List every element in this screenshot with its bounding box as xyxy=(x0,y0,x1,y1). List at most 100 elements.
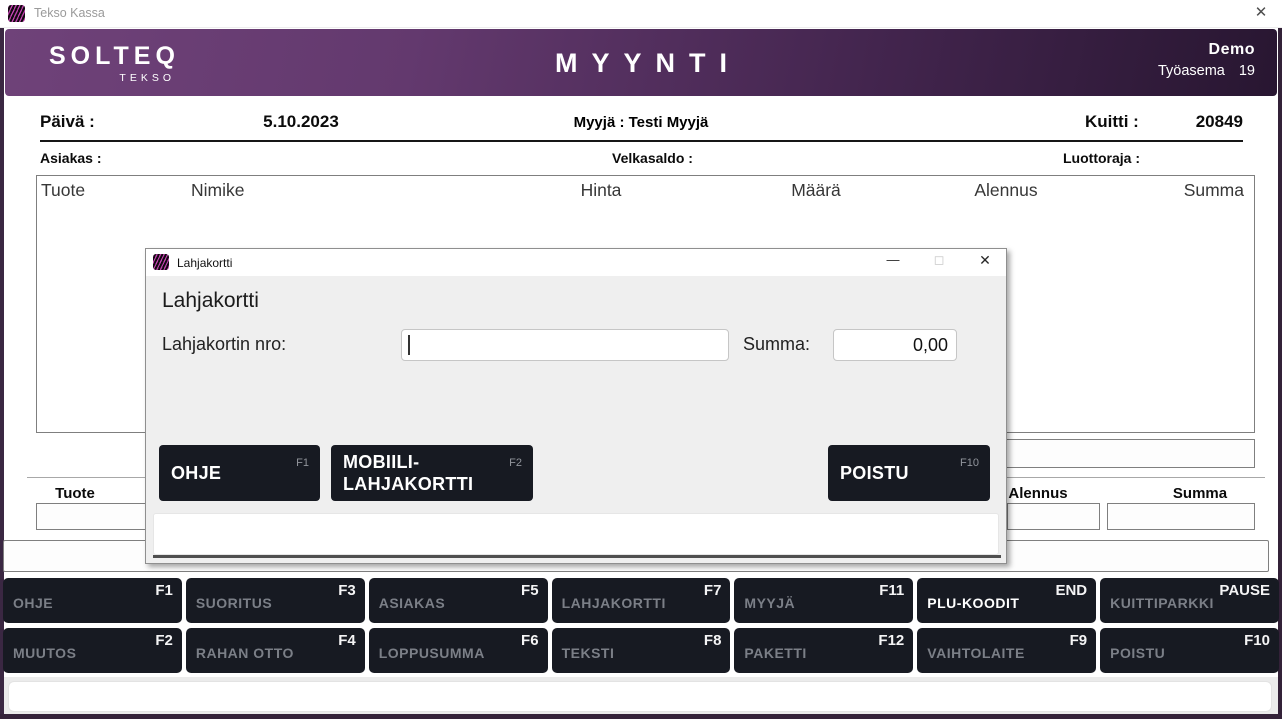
fn-button-teksti[interactable]: TEKSTI F8 xyxy=(551,628,731,673)
fn-button-label: PAKETTI xyxy=(744,644,807,661)
sum-input[interactable]: 0,00 xyxy=(833,329,957,361)
dialog-button-label: OHJE xyxy=(171,462,222,483)
dialog-status-bar xyxy=(153,513,999,555)
fn-button-vaihtolaite[interactable]: VAIHTOLAITE F9 xyxy=(917,628,1097,673)
window-border-left xyxy=(0,27,4,719)
workstation-label: Työasema xyxy=(1157,63,1225,79)
window-title: Tekso Kassa xyxy=(34,6,105,20)
fn-button-key: F2 xyxy=(155,632,173,649)
fn-button-loppusumma[interactable]: LOPPUSUMMA F6 xyxy=(368,628,548,673)
fn-button-poistu[interactable]: POISTU F10 xyxy=(1100,628,1279,673)
window-close-button[interactable]: ✕ xyxy=(1254,4,1268,21)
seller-info: Myyjä : Testi Myyjä xyxy=(0,114,1282,131)
customer-label: Asiakas : xyxy=(40,150,102,166)
app-header: SOLTEQ TEKSO MYYNTI Demo Työasema 19 xyxy=(5,29,1277,96)
fn-button-key: F8 xyxy=(703,632,722,649)
dialog-button-label: POISTU xyxy=(840,462,909,483)
entry-product-label: Tuote xyxy=(55,485,95,502)
fn-button-key: F4 xyxy=(338,632,356,649)
column-header-quantity: Määrä xyxy=(791,180,841,200)
fn-button-key: F9 xyxy=(1069,632,1088,649)
dialog-button-key: F1 xyxy=(296,457,309,469)
workstation-value: 19 xyxy=(1238,63,1255,79)
window-titlebar[interactable]: Tekso Kassa ✕ xyxy=(0,0,1282,28)
fn-button-paketti[interactable]: PAKETTI F12 xyxy=(734,628,914,673)
environment-info: Demo Työasema 19 xyxy=(1158,41,1255,79)
fn-button-label: ASIAKAS xyxy=(378,594,446,611)
fn-button-key: END xyxy=(1055,582,1088,599)
fn-button-key: PAUSE xyxy=(1219,582,1270,599)
workstation-info: Työasema 19 xyxy=(1158,63,1255,79)
page-title: MYYNTI xyxy=(554,48,741,78)
fn-button-label: LAHJAKORTTI xyxy=(561,594,666,611)
divider-line xyxy=(40,140,1243,142)
dialog-exit-button[interactable]: POISTU F10 xyxy=(828,445,990,501)
fn-button-key: F12 xyxy=(878,632,905,649)
fn-button-plu-koodit[interactable]: PLU-KOODIT END xyxy=(917,578,1097,623)
card-number-label: Lahjakortin nro: xyxy=(162,334,287,354)
dialog-maximize-button[interactable]: ◻ xyxy=(933,252,945,267)
logo-secondary-text: TEKSO xyxy=(119,72,175,84)
fn-button-label: SUORITUS xyxy=(195,594,273,611)
fn-button-label: VAIHTOLAITE xyxy=(927,644,1025,661)
dialog-close-button[interactable]: ✕ xyxy=(979,252,991,268)
fn-button-label: MUUTOS xyxy=(13,644,77,661)
fn-button-myyja[interactable]: MYYJÄ F11 xyxy=(734,578,914,623)
dialog-mobile-giftcard-button[interactable]: MOBIILI-LAHJAKORTTI F2 xyxy=(331,445,533,501)
solteq-logo: SOLTEQ TEKSO xyxy=(49,42,199,84)
window-border-right xyxy=(1278,27,1282,719)
status-message-bar xyxy=(8,681,1272,712)
lahjakortti-dialog: Lahjakortti — ◻ ✕ Lahjakortti Lahjakorti… xyxy=(145,248,1007,564)
fn-button-key: F6 xyxy=(521,632,539,649)
fn-button-kuittiparkki[interactable]: KUITTIPARKKI PAUSE xyxy=(1100,578,1279,623)
fn-button-lahjakortti[interactable]: LAHJAKORTTI F7 xyxy=(551,578,731,623)
fn-button-label: LOPPUSUMMA xyxy=(378,644,485,661)
seller-value: Testi Myyjä xyxy=(628,114,709,131)
fn-button-key: F11 xyxy=(879,582,905,599)
bottom-status-area xyxy=(4,677,1278,714)
fn-button-asiakas[interactable]: ASIAKAS F5 xyxy=(368,578,548,623)
dialog-minimize-button[interactable]: — xyxy=(886,252,900,267)
column-header-total: Summa xyxy=(1183,180,1244,200)
column-header-discount: Alennus xyxy=(974,180,1038,200)
dialog-help-button[interactable]: OHJE F1 xyxy=(159,445,320,501)
fn-button-key: F3 xyxy=(338,582,356,599)
card-number-input[interactable] xyxy=(401,329,729,361)
text-caret xyxy=(408,335,410,355)
dialog-status-bar-shadow xyxy=(153,555,1001,558)
dialog-app-icon xyxy=(153,254,169,270)
fn-button-label: OHJE xyxy=(13,594,54,611)
date-value: 5.10.2023 xyxy=(263,112,339,131)
debt-balance-label: Velkasaldo : xyxy=(612,150,693,166)
environment-name: Demo xyxy=(1208,41,1255,58)
receipt-number: 20849 xyxy=(1195,112,1243,131)
fn-button-key: F1 xyxy=(155,582,173,599)
fn-button-ohje[interactable]: OHJE F1 xyxy=(3,578,182,623)
fn-button-suoritus[interactable]: SUORITUS F3 xyxy=(185,578,365,623)
credit-limit-label: Luottoraja : xyxy=(1063,150,1140,166)
column-header-name: Nimike xyxy=(191,180,245,200)
entry-total-label: Summa xyxy=(1172,485,1228,502)
window-border-bottom xyxy=(0,714,1282,719)
entry-discount-label: Alennus xyxy=(1008,485,1068,502)
fn-button-label: RAHAN OTTO xyxy=(195,644,294,661)
sum-label: Summa: xyxy=(743,334,811,354)
fn-button-rahan-otto[interactable]: RAHAN OTTO F4 xyxy=(185,628,365,673)
fn-button-muutos[interactable]: MUUTOS F2 xyxy=(3,628,182,673)
column-header-price: Hinta xyxy=(580,180,622,200)
receipt-label: Kuitti : xyxy=(1085,112,1139,131)
fn-button-label: TEKSTI xyxy=(561,644,615,661)
fn-button-label: POISTU xyxy=(1110,644,1166,661)
entry-discount-input[interactable] xyxy=(1007,503,1100,530)
seller-label: Myyjä : xyxy=(573,114,625,131)
fn-button-key: F5 xyxy=(521,582,539,599)
function-key-row-1: OHJE F1 SUORITUS F3 ASIAKAS F5 LAHJAKORT… xyxy=(3,578,1279,623)
dialog-button-key: F2 xyxy=(509,457,522,469)
fn-button-label: PLU-KOODIT xyxy=(927,594,1020,611)
fn-button-label: MYYJÄ xyxy=(744,594,796,611)
function-key-row-2: MUUTOS F2 RAHAN OTTO F4 LOPPUSUMMA F6 TE… xyxy=(3,628,1279,673)
fn-button-key: F7 xyxy=(703,582,722,599)
dialog-titlebar[interactable]: Lahjakortti — ◻ ✕ xyxy=(146,249,1006,276)
entry-total-input[interactable] xyxy=(1107,503,1255,530)
